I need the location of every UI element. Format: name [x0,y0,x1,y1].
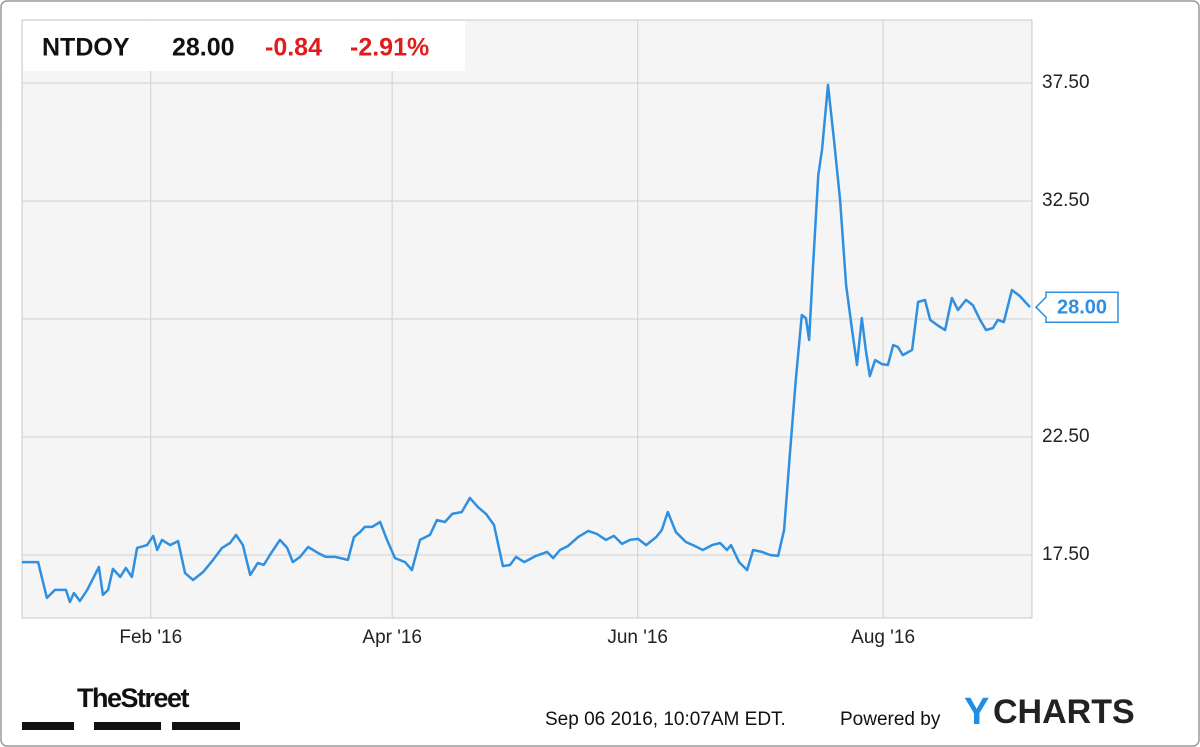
y-tick-label: 32.50 [1042,190,1090,211]
y-tick-label: 22.50 [1042,426,1090,447]
price: 28.00 [172,34,235,62]
y-tick-label: 37.50 [1042,72,1090,93]
x-tick-label: Apr '16 [362,627,422,648]
last-price-label: 28.00 [1057,296,1107,318]
change: -0.84 [265,34,322,62]
ticker: NTDOY [42,34,130,62]
powered-by: Powered by [840,709,941,730]
brand-rest: CHARTS [993,693,1135,731]
logo-bar [22,722,74,730]
x-tick-label: Aug '16 [851,627,915,648]
header-box [23,21,465,71]
y-tick-label: 17.50 [1042,544,1090,565]
logo-bar [94,722,161,730]
x-tick-label: Feb '16 [119,627,182,648]
grid [22,20,1032,618]
change-pct: -2.91% [350,34,429,62]
price-line [22,83,1031,604]
source-logo: TheStreet [77,683,190,713]
last-price-badge [1034,291,1119,323]
series [22,83,1031,604]
x-tick-label: Jun '16 [607,627,668,648]
brand-y: Y [964,691,989,733]
timestamp: Sep 06 2016, 10:07AM EDT. [545,709,786,730]
logo-bar [172,722,240,730]
